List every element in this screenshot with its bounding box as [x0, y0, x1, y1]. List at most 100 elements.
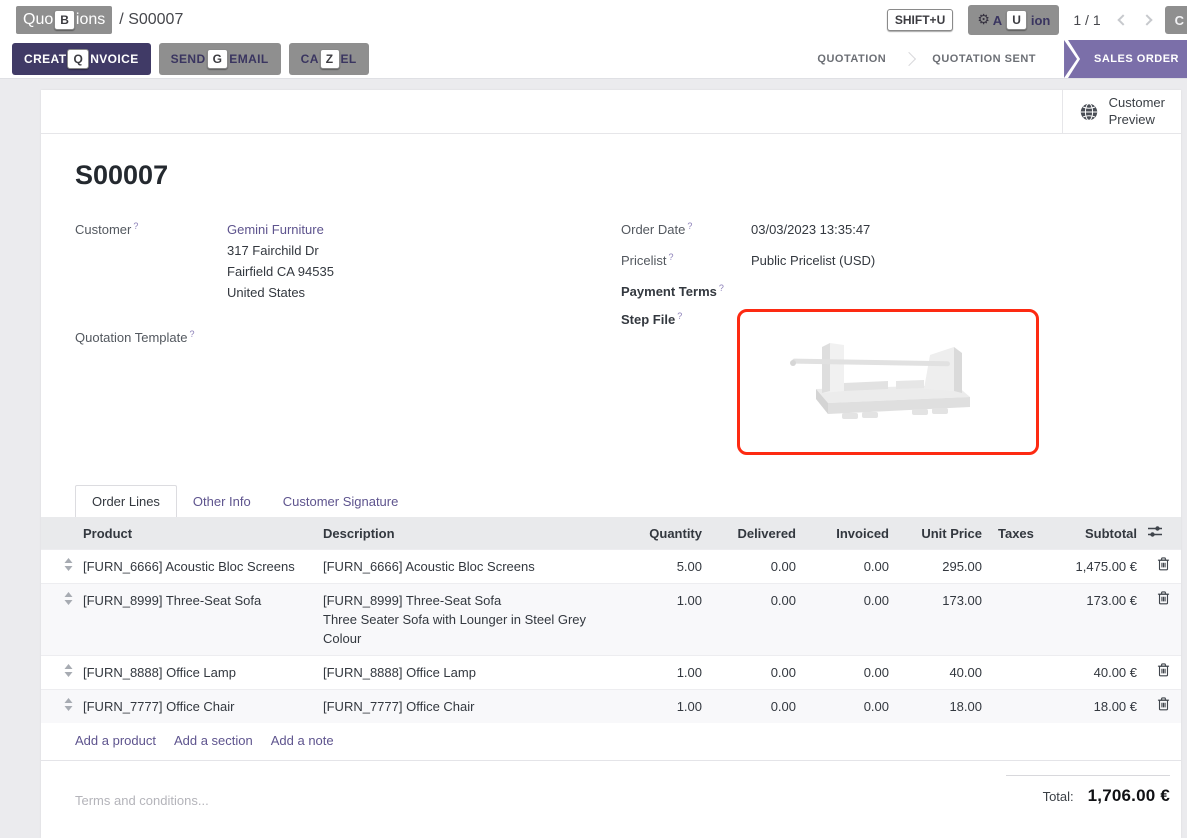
shortcut-hint-shift-u: SHIFT+U: [886, 9, 954, 31]
column-header-description[interactable]: Description: [315, 517, 625, 550]
cell-product[interactable]: [FURN_6666] Acoustic Bloc Screens: [75, 549, 315, 584]
drag-handle[interactable]: [41, 583, 75, 656]
shortcut-hint-b: B: [54, 10, 75, 30]
column-header-subtotal[interactable]: Subtotal: [1045, 517, 1145, 550]
add-section-link[interactable]: Add a section: [173, 733, 253, 748]
step-file-preview[interactable]: [737, 309, 1039, 455]
breadcrumb-separator: /: [119, 11, 124, 28]
cell-invoiced[interactable]: 0.00: [804, 655, 897, 690]
trash-icon: [1157, 663, 1169, 677]
trash-icon: [1157, 591, 1169, 605]
cell-description[interactable]: [FURN_8999] Three-Seat Sofa Three Seater…: [315, 583, 625, 656]
help-icon: ?: [668, 252, 674, 262]
column-header-invoiced[interactable]: Invoiced: [804, 517, 897, 550]
total-value: 1,706.00 €: [1087, 786, 1170, 805]
stage-sales-order[interactable]: SALES ORDER: [1068, 40, 1187, 78]
shortcut-hint-z: Z: [319, 49, 340, 69]
terms-placeholder[interactable]: Terms and conditions...: [75, 793, 209, 808]
cell-product[interactable]: [FURN_8999] Three-Seat Sofa: [75, 583, 315, 656]
cell-quantity[interactable]: 1.00: [625, 655, 710, 690]
cell-delivered[interactable]: 0.00: [710, 549, 804, 584]
action-bar: CREAT Q NVOICE SEND G EMAIL CA Z EL QUOT…: [0, 40, 1187, 79]
customer-link[interactable]: Gemini Furniture: [227, 222, 324, 237]
description-variant-line: Three Seater Sofa with Lounger in Steel …: [323, 612, 587, 646]
cell-description[interactable]: [FURN_6666] Acoustic Bloc Screens: [315, 549, 625, 584]
optional-columns-button[interactable]: [1145, 517, 1181, 550]
customer-preview-button[interactable]: Customer Preview: [1061, 90, 1181, 133]
action-menu-button[interactable]: ⚙ A U ion: [968, 5, 1060, 35]
pricelist-field[interactable]: Public Pricelist (USD): [751, 253, 876, 268]
customer-address-line: United States: [227, 285, 306, 300]
cell-quantity[interactable]: 5.00: [625, 549, 710, 584]
cell-taxes[interactable]: [990, 583, 1045, 656]
quotation-template-label: Quotation Template?: [75, 329, 195, 345]
payment-terms-field[interactable]: [751, 281, 1147, 299]
help-icon: ?: [687, 221, 693, 231]
delete-line-button[interactable]: [1145, 583, 1181, 656]
cell-unit-price[interactable]: 18.00: [897, 689, 990, 723]
cell-description[interactable]: [FURN_8888] Office Lamp: [315, 655, 625, 690]
cell-taxes[interactable]: [990, 689, 1045, 723]
gear-icon: ⚙: [977, 12, 990, 28]
column-header-unit-price[interactable]: Unit Price: [897, 517, 990, 550]
order-date-field[interactable]: 03/03/2023 13:35:47: [751, 222, 871, 237]
notebook-tabs: Order Lines Other Info Customer Signatur…: [75, 485, 1147, 517]
stage-quotation-sent[interactable]: QUOTATION SENT: [932, 53, 1037, 65]
drag-handle[interactable]: [41, 655, 75, 690]
cancel-post: EL: [340, 52, 357, 66]
cell-taxes[interactable]: [990, 655, 1045, 690]
help-icon: ?: [718, 283, 724, 293]
create-invoice-pre: CREAT: [24, 52, 67, 66]
cancel-button[interactable]: CA Z EL: [288, 43, 369, 75]
customer-address-line: Fairfield CA 94535: [227, 264, 334, 279]
quotation-template-field[interactable]: [227, 327, 601, 345]
pager-next-icon[interactable]: [1140, 14, 1153, 26]
drag-handle[interactable]: [41, 549, 75, 584]
shortcut-hint-q: Q: [67, 49, 90, 69]
column-header-taxes[interactable]: Taxes: [990, 517, 1045, 550]
cell-invoiced[interactable]: 0.00: [804, 689, 897, 723]
cell-delivered[interactable]: 0.00: [710, 583, 804, 656]
cell-product[interactable]: [FURN_7777] Office Chair: [75, 689, 315, 723]
cell-quantity[interactable]: 1.00: [625, 583, 710, 656]
drag-handle-icon: [64, 664, 73, 677]
tab-customer-signature[interactable]: Customer Signature: [282, 494, 399, 509]
add-product-link[interactable]: Add a product: [75, 733, 156, 748]
add-note-link[interactable]: Add a note: [270, 733, 334, 748]
edge-cutoff-button[interactable]: C: [1164, 6, 1187, 34]
stage-quotation[interactable]: QUOTATION: [817, 53, 887, 65]
cell-invoiced[interactable]: 0.00: [804, 583, 897, 656]
create-invoice-button[interactable]: CREAT Q NVOICE: [12, 43, 151, 75]
column-header-product[interactable]: Product: [75, 517, 315, 550]
customer-field: Gemini Furniture 317 Fairchild Dr Fairfi…: [227, 219, 601, 303]
delete-line-button[interactable]: [1145, 689, 1181, 723]
help-icon: ?: [133, 221, 139, 231]
cell-unit-price[interactable]: 40.00: [897, 655, 990, 690]
cancel-pre: CA: [300, 52, 319, 66]
cell-taxes[interactable]: [990, 549, 1045, 584]
breadcrumb-quotations[interactable]: Quo B ions: [16, 6, 113, 34]
customer-label: Customer?: [75, 221, 139, 237]
tab-order-lines[interactable]: Order Lines: [75, 485, 177, 517]
cell-invoiced[interactable]: 0.00: [804, 549, 897, 584]
breadcrumb-current: S00007: [128, 11, 184, 28]
tab-other-info[interactable]: Other Info: [192, 494, 251, 509]
total-label: Total:: [1042, 789, 1074, 804]
cell-quantity[interactable]: 1.00: [625, 689, 710, 723]
delete-line-button[interactable]: [1145, 549, 1181, 584]
drag-handle[interactable]: [41, 689, 75, 723]
cell-unit-price[interactable]: 173.00: [897, 583, 990, 656]
cell-unit-price[interactable]: 295.00: [897, 549, 990, 584]
cell-description[interactable]: [FURN_7777] Office Chair: [315, 689, 625, 723]
send-email-button[interactable]: SEND G EMAIL: [158, 43, 281, 75]
help-icon: ?: [189, 329, 195, 339]
cell-delivered[interactable]: 0.00: [710, 689, 804, 723]
pager-previous-icon[interactable]: [1116, 14, 1129, 26]
column-header-delivered[interactable]: Delivered: [710, 517, 804, 550]
cell-product[interactable]: [FURN_8888] Office Lamp: [75, 655, 315, 690]
column-header-quantity[interactable]: Quantity: [625, 517, 710, 550]
field-group-left: Customer? Gemini Furniture 317 Fairchild…: [75, 219, 601, 455]
delete-line-button[interactable]: [1145, 655, 1181, 690]
pricelist-label: Pricelist?: [621, 252, 674, 268]
cell-delivered[interactable]: 0.00: [710, 655, 804, 690]
